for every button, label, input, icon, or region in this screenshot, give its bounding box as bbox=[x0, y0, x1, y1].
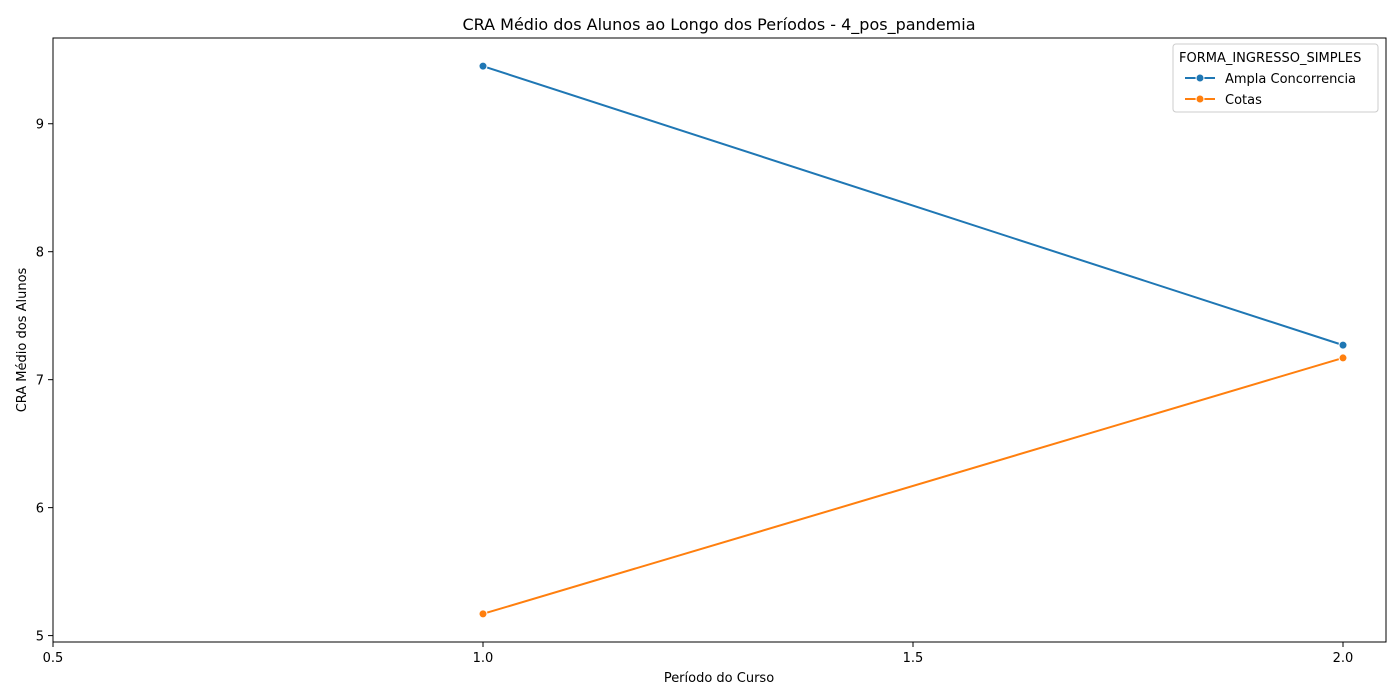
x-tick-label: 1.0 bbox=[473, 651, 494, 666]
legend-label-0: Ampla Concorrencia bbox=[1225, 72, 1356, 87]
series-0-point-1 bbox=[1338, 340, 1348, 350]
y-tick-label: 7 bbox=[36, 374, 44, 389]
y-tick-label: 6 bbox=[36, 502, 44, 517]
y-tick-label: 5 bbox=[36, 630, 44, 645]
x-axis-label: Período do Curso bbox=[664, 671, 774, 686]
x-tick-label: 2.0 bbox=[1333, 651, 1354, 666]
x-tick-label: 1.5 bbox=[903, 651, 924, 666]
legend-label-1: Cotas bbox=[1225, 93, 1262, 108]
y-tick-label: 8 bbox=[36, 246, 44, 261]
legend-title: FORMA_INGRESSO_SIMPLES bbox=[1179, 51, 1361, 66]
series-1-point-0 bbox=[478, 609, 488, 619]
y-tick-label: 9 bbox=[36, 118, 44, 133]
series-line-1 bbox=[482, 356, 1344, 615]
legend-box bbox=[1172, 43, 1379, 113]
series-1-point-1 bbox=[1338, 353, 1348, 363]
legend-swatch-marker-1 bbox=[1195, 94, 1205, 104]
axes-frame bbox=[52, 37, 1387, 643]
legend: FORMA_INGRESSO_SIMPLES Ampla Concorrencia… bbox=[1172, 43, 1379, 113]
x-tick-label: 0.5 bbox=[43, 651, 64, 666]
plot-area: 0.5 1.0 1.5 2.0 5 6 7 8 9 bbox=[36, 37, 1387, 666]
y-axis-label: CRA Médio dos Alunos bbox=[15, 267, 30, 412]
series-line-0 bbox=[482, 65, 1344, 347]
legend-swatch-marker-0 bbox=[1195, 73, 1205, 83]
series-0-point-0 bbox=[478, 61, 488, 71]
chart-title: CRA Médio dos Alunos ao Longo dos Períod… bbox=[462, 15, 975, 35]
